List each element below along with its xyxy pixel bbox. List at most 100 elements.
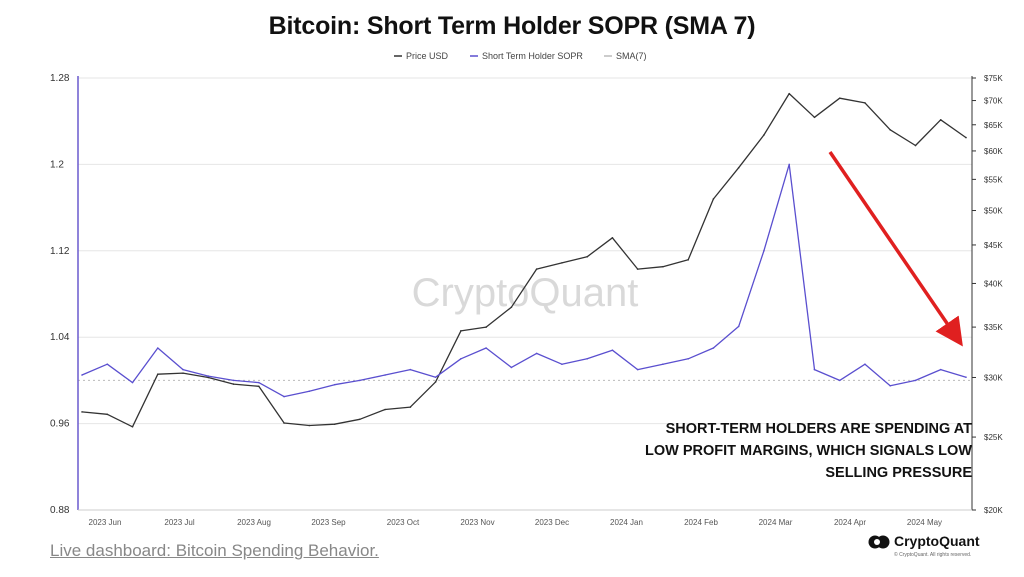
y-left-tick-label: 0.88 <box>50 505 70 516</box>
x-tick-label: 2024 Jan <box>610 518 643 527</box>
data-point <box>965 376 967 378</box>
data-point <box>788 163 790 166</box>
legend-item: Short Term Holder SOPR <box>482 51 583 61</box>
x-tick-label: 2024 Mar <box>759 518 793 527</box>
data-point <box>182 372 184 374</box>
trend-arrow <box>828 151 963 347</box>
data-point <box>535 268 538 270</box>
data-point <box>207 376 210 379</box>
data-point <box>510 366 513 369</box>
legend: Price USD Short Term Holder SOPR SMA(7) <box>394 51 647 61</box>
x-tick-label: 2023 Jul <box>164 518 194 527</box>
y-left-tick-label: 1.2 <box>50 159 64 170</box>
data-point <box>914 144 917 147</box>
arrow-line <box>828 151 963 347</box>
data-point <box>384 374 386 376</box>
annotation-line: SELLING PRESSURE <box>825 465 972 481</box>
data-point <box>156 347 159 349</box>
data-point <box>687 358 689 360</box>
data-point <box>838 379 841 382</box>
x-tick-label: 2024 May <box>907 518 942 527</box>
data-point <box>737 166 740 169</box>
data-point <box>864 102 866 104</box>
data-point <box>283 395 285 398</box>
y-left-tick-label: 1.12 <box>50 246 70 257</box>
y-right-tick-label: $55K <box>984 175 1003 184</box>
data-point <box>106 413 109 416</box>
y-left-tick-label: 1.04 <box>50 332 70 343</box>
data-point <box>561 262 563 264</box>
data-point <box>308 390 311 393</box>
data-point <box>939 118 942 121</box>
cryptoquant-logo-icon <box>868 535 890 549</box>
y-right-tick-label: $60K <box>984 147 1003 156</box>
data-point <box>333 383 336 386</box>
y-right-tick-label: $25K <box>984 433 1003 442</box>
data-point <box>939 368 942 371</box>
data-point <box>81 374 83 376</box>
y-right-tick-label: $35K <box>984 323 1003 332</box>
x-tick-label: 2023 Jun <box>89 518 122 527</box>
data-point <box>864 363 866 366</box>
data-point <box>333 423 336 426</box>
y-right-tick-label: $70K <box>984 97 1003 106</box>
data-point <box>359 418 361 421</box>
data-point <box>434 376 437 378</box>
data-point <box>965 136 967 139</box>
y-left-tick-label: 1.28 <box>50 73 70 84</box>
data-point <box>207 375 210 377</box>
annotation-line: LOW PROFIT MARGINS, WHICH SIGNALS LOW <box>644 443 972 459</box>
data-point <box>662 363 664 366</box>
data-point <box>232 383 235 385</box>
data-point <box>384 408 386 411</box>
y-right-tick-label: $40K <box>984 279 1003 288</box>
annotation-line: SHORT-TERM HOLDERS ARE SPENDING AT <box>665 421 972 437</box>
data-point <box>813 116 816 119</box>
data-point <box>106 363 109 366</box>
data-point <box>611 236 614 239</box>
x-tick-label: 2024 Feb <box>684 518 718 527</box>
data-point <box>485 347 487 349</box>
sopr-line <box>81 163 967 398</box>
data-point <box>510 306 513 308</box>
data-point <box>485 326 487 328</box>
data-point <box>131 381 134 384</box>
x-tick-label: 2023 Sep <box>311 518 346 527</box>
data-point <box>712 347 715 349</box>
y-right-tick-label: $45K <box>984 241 1003 250</box>
y-right-tick-label: $65K <box>984 121 1003 130</box>
data-point <box>359 379 361 382</box>
x-tick-label: 2023 Oct <box>387 518 420 527</box>
data-point <box>460 358 462 360</box>
data-point <box>409 368 412 371</box>
data-point <box>156 373 159 376</box>
data-point <box>611 349 614 351</box>
data-point <box>889 129 892 131</box>
data-point <box>838 97 841 100</box>
data-point <box>889 385 892 387</box>
data-point <box>460 330 462 332</box>
series-lines <box>81 92 967 428</box>
watermark: CryptoQuant <box>412 271 639 315</box>
y-right-tick-label: $20K <box>984 506 1003 515</box>
data-point <box>636 368 639 371</box>
y-left-tick-label: 0.96 <box>50 419 70 430</box>
x-tick-label: 2024 Apr <box>834 518 866 527</box>
legend-item: SMA(7) <box>616 51 647 61</box>
data-point <box>131 425 134 428</box>
data-point <box>737 325 740 328</box>
brand-name: CryptoQuant <box>894 533 980 549</box>
data-point <box>535 352 538 355</box>
y-right-tick-label: $75K <box>984 74 1003 83</box>
dashboard-link[interactable]: Live dashboard: Bitcoin Spending Behavio… <box>50 541 379 560</box>
data-point <box>687 259 689 261</box>
data-point <box>81 411 83 413</box>
data-point <box>258 385 260 388</box>
y-right-tick-label: $30K <box>984 373 1003 382</box>
brand-copyright: © CryptoQuant. All rights reserved. <box>894 552 972 558</box>
data-point <box>561 363 563 366</box>
data-point <box>409 406 412 408</box>
data-point <box>763 134 765 136</box>
data-point <box>813 368 816 371</box>
